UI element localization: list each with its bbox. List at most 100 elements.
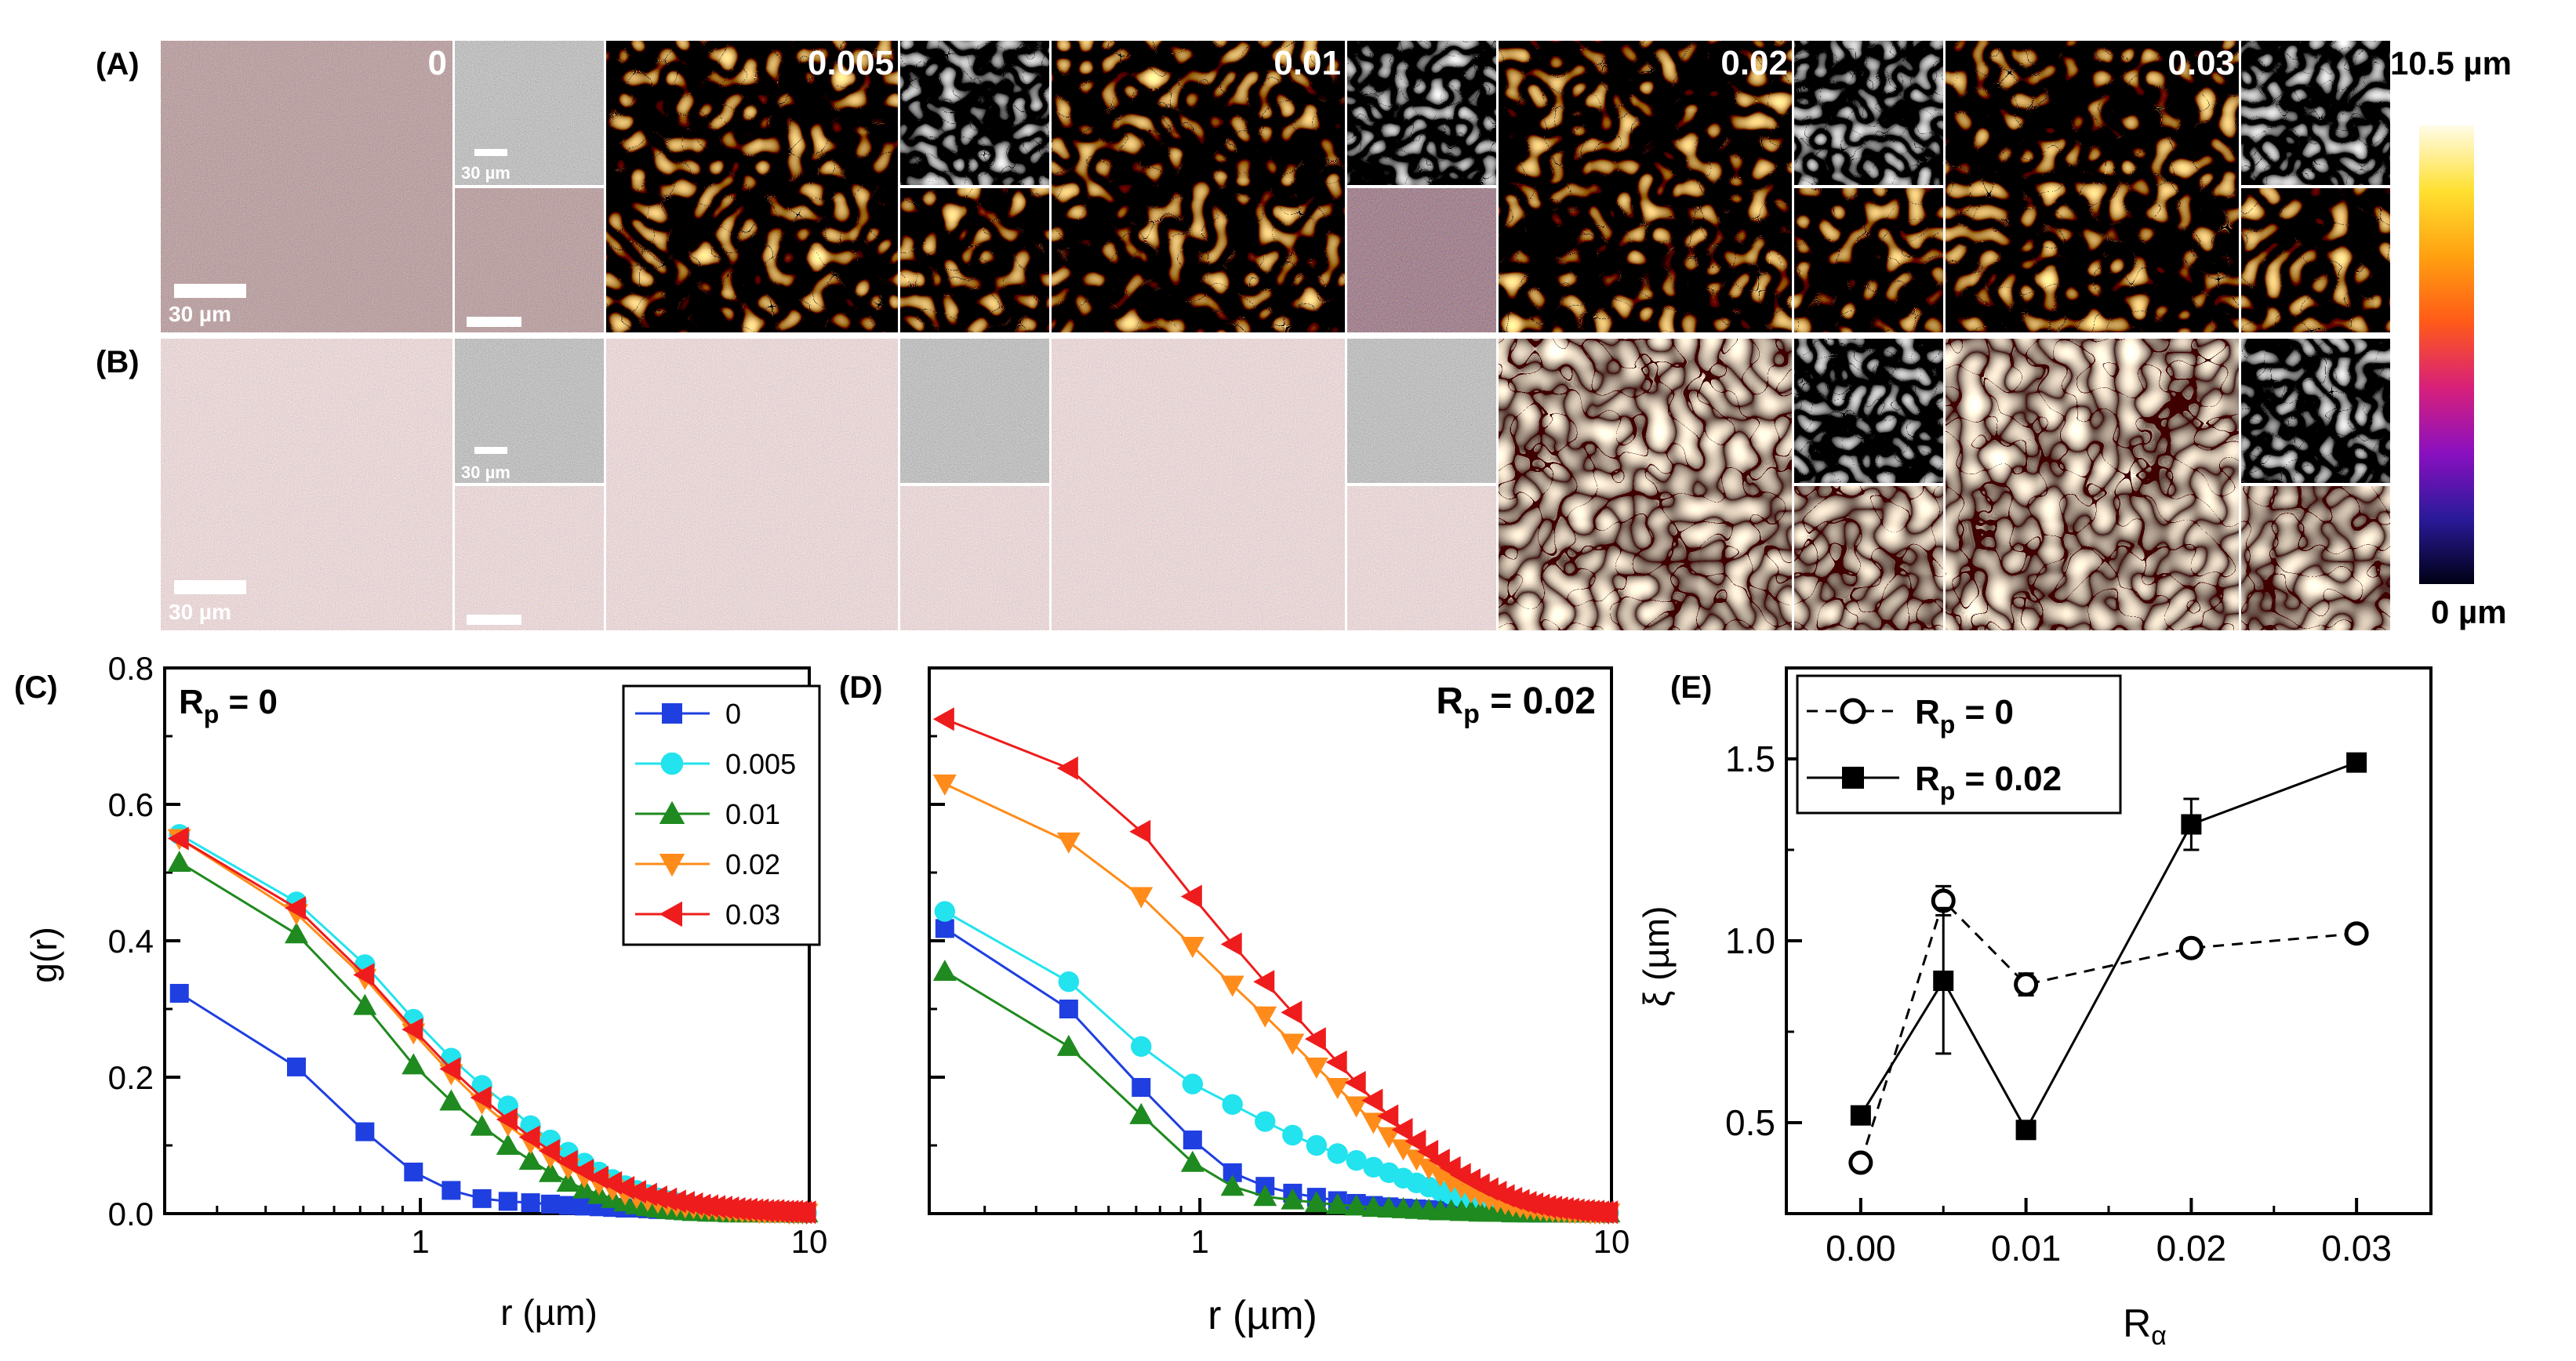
y-tick-label: 0.6	[108, 786, 154, 823]
data-point	[439, 1057, 461, 1081]
image-a-02-inset	[1794, 188, 1943, 332]
legend-label-main: R	[1915, 693, 1940, 731]
y-tick-label: 0.4	[108, 923, 154, 960]
image-b-01-inset	[1347, 486, 1496, 630]
data-point	[934, 901, 956, 922]
y-tick-label: 1.0	[1725, 920, 1775, 961]
panel-d-annotation-main: R	[1436, 680, 1463, 722]
data-point	[496, 1134, 520, 1155]
x-tick-label: 1	[1190, 1223, 1208, 1260]
panel-c-xlabel: r (µm)	[500, 1292, 598, 1333]
image-a-01-inset	[1347, 188, 1496, 332]
colorbar	[2419, 125, 2474, 584]
legend-label: 0.01	[725, 798, 780, 830]
data-point	[1056, 1034, 1081, 1056]
data-point	[1180, 1150, 1204, 1172]
panel-c-annotation-rest: = 0	[219, 683, 278, 721]
image-a-01-gray	[1347, 41, 1496, 185]
image-a-02-main	[1499, 41, 1792, 332]
legend-label: 0.02	[725, 848, 780, 880]
data-point	[1253, 1185, 1277, 1207]
data-point	[1180, 936, 1204, 958]
image-b-005-main	[606, 339, 898, 630]
data-point	[355, 1122, 375, 1141]
data-point	[521, 1193, 540, 1213]
data-point	[167, 826, 189, 851]
series-1	[1850, 752, 2367, 1141]
column-label-005: 0.005	[808, 44, 894, 82]
x-tick-label: 0.03	[2321, 1228, 2392, 1268]
data-point	[1253, 1006, 1277, 1028]
series-line	[944, 910, 1609, 1214]
x-tick-label: 0.01	[1991, 1228, 2062, 1268]
data-point	[1131, 1036, 1152, 1058]
colorbar-bottom-label: 0 µm	[2431, 593, 2507, 630]
data-point	[1304, 1027, 1326, 1051]
scalebar-a-gray-label: 30 µm	[461, 163, 510, 183]
data-point	[2181, 814, 2202, 835]
data-point	[1180, 884, 1202, 909]
data-point	[1848, 1150, 1873, 1175]
panel-c-label: (C)	[14, 670, 58, 705]
data-point	[1361, 1112, 1386, 1134]
data-point	[167, 850, 191, 872]
legend-marker	[662, 703, 682, 724]
image-a-03-main	[1946, 41, 2239, 332]
panel-c-ylabel: g(r)	[24, 927, 64, 983]
image-b-005-inset	[900, 486, 1049, 630]
image-b-03-gray	[2241, 339, 2390, 483]
data-point	[2015, 1120, 2036, 1141]
data-point	[2346, 752, 2367, 773]
data-point	[353, 993, 377, 1015]
panel-d-label: (D)	[839, 670, 883, 705]
legend-label-rest: = 0.02	[1955, 760, 2062, 798]
image-a-005-gray	[900, 41, 1049, 185]
scalebar-b-gray-label: 30 µm	[461, 463, 510, 482]
data-point	[1306, 1134, 1328, 1156]
data-point	[1056, 756, 1078, 780]
panel-e-xlabel-sub: α	[2151, 1321, 2167, 1351]
scalebar-a-main-label: 30 µm	[169, 302, 231, 326]
panel-d-annotation-rest: = 0.02	[1480, 680, 1596, 722]
data-point	[538, 1138, 560, 1163]
x-tick-label: 0.00	[1826, 1228, 1896, 1268]
y-tick-label: 0.5	[1725, 1102, 1775, 1143]
image-a-005-main	[606, 41, 898, 332]
data-point	[1344, 1096, 1368, 1118]
data-point	[1346, 1149, 1367, 1171]
series-0.03	[932, 707, 1619, 1225]
data-point	[1282, 1124, 1303, 1146]
data-point	[1304, 1057, 1328, 1079]
scalebar-a-gray	[474, 149, 507, 156]
data-point	[1325, 1192, 1350, 1214]
data-point	[1363, 1156, 1384, 1178]
data-point	[1220, 1174, 1244, 1196]
legend-label-sub: p	[1940, 777, 1956, 805]
panel-c: (C) 1 10 0.0 0.2 0.4 0.6 0.8 g(r) r (µm) Rp = …	[14, 650, 827, 1333]
series-0.01	[932, 960, 1621, 1223]
data-point	[664, 1189, 686, 1214]
data-point	[1850, 1105, 1871, 1126]
data-point	[439, 1089, 463, 1111]
x-tick-label: 10	[791, 1223, 828, 1260]
panel-e-legend: Rp = 0Rp = 0.02	[1796, 674, 2122, 815]
image-b-02-inset	[1794, 486, 1943, 630]
data-point	[1255, 1111, 1276, 1132]
data-point	[932, 774, 957, 796]
data-point	[645, 1185, 667, 1210]
scalebar-b-inset	[467, 615, 521, 625]
row-label-a: (A)	[96, 47, 140, 82]
y-tick-label: 0.2	[108, 1059, 154, 1096]
data-point	[401, 1053, 426, 1075]
data-point	[1132, 1078, 1151, 1098]
panel-c-annotation-main: R	[179, 683, 204, 721]
data-point	[470, 1114, 494, 1136]
panel-d-xlabel: r (µm)	[1208, 1293, 1317, 1338]
data-point	[1182, 1073, 1204, 1094]
data-point	[1253, 970, 1275, 994]
data-point	[1344, 1070, 1366, 1094]
panel-e-xlabel-main: R	[2123, 1301, 2151, 1345]
legend-marker	[659, 800, 685, 824]
panel-e-axes: 0.00 0.01 0.02 0.03 0.5 1.0 1.5	[1725, 666, 2432, 1268]
